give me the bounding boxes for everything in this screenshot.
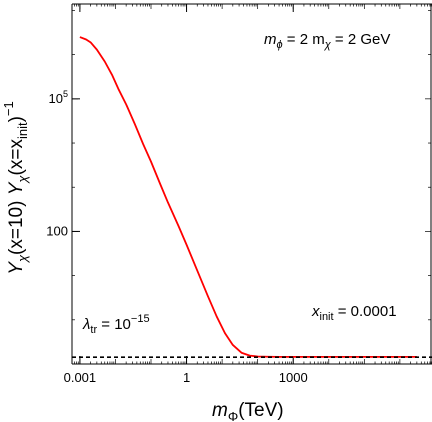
annotation-mass-relation: mϕ = 2 mχ = 2 GeV [264, 31, 390, 51]
y-tick-label: 100 [46, 223, 68, 238]
x-tick-label: 1 [183, 370, 190, 385]
tick-labels: 0.001 1 1000 100 105 [46, 89, 307, 385]
annotation-x-init: xinit = 0.0001 [311, 303, 397, 323]
x-tick-label: 0.001 [64, 370, 97, 385]
x-tick-label: 1000 [279, 370, 308, 385]
y-axis-title: Yχ(x=10) Yχ(x=xinit)−1 [1, 101, 30, 274]
x-axis-title: mΦ(TeV) [212, 400, 284, 422]
ratio-curve [79, 36, 417, 358]
series-group [72, 36, 432, 358]
annotation-lambda: λtr = 10−15 [82, 313, 150, 336]
axis-ticks [71, 4, 432, 365]
y-tick-label: 105 [49, 89, 68, 106]
